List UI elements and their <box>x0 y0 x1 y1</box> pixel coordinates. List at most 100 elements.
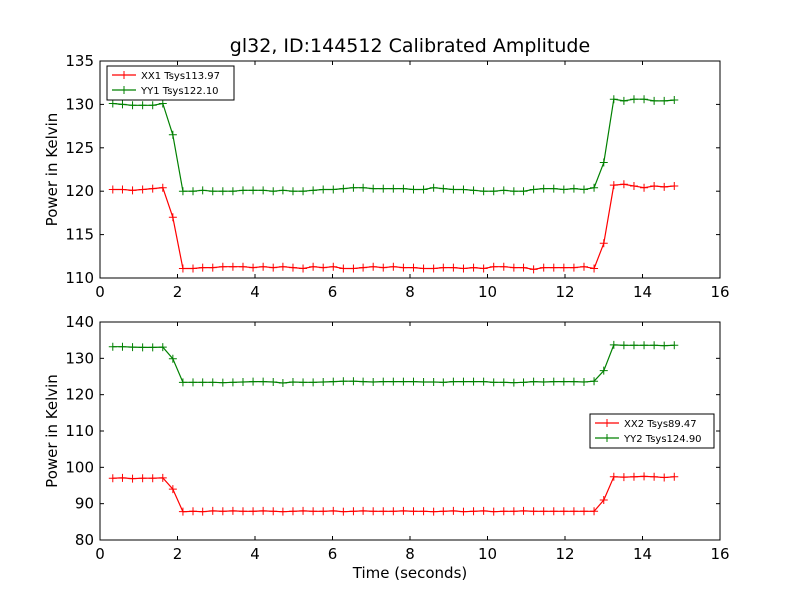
data-point-marker <box>619 473 628 482</box>
data-point-marker <box>198 186 207 195</box>
data-point-marker <box>198 507 207 516</box>
data-point-marker <box>599 158 608 167</box>
x-tick-label: 6 <box>328 283 338 301</box>
x-tick-label: 8 <box>405 283 415 301</box>
data-point-marker <box>309 507 318 516</box>
legend: XX2 Tsys89.47 YY2 Tsys124.90 <box>589 413 715 449</box>
data-point-marker <box>609 95 618 104</box>
data-point-marker <box>369 377 378 386</box>
data-point-marker <box>218 378 227 387</box>
data-point-marker <box>278 507 287 516</box>
data-point-marker <box>590 264 599 273</box>
data-point-marker <box>439 184 448 193</box>
data-point-marker <box>259 186 268 195</box>
data-point-marker <box>108 99 117 108</box>
data-point-marker <box>138 474 147 483</box>
data-point-marker <box>108 185 117 194</box>
y-tick-label: 130 <box>65 95 94 113</box>
x-tick-label: 0 <box>95 545 105 563</box>
data-point-marker <box>499 262 508 271</box>
data-point-marker <box>319 507 328 516</box>
data-point-marker <box>549 184 558 193</box>
data-point-marker <box>509 507 518 516</box>
x-tick-label: 6 <box>328 545 338 563</box>
data-point-marker <box>539 263 548 272</box>
data-point-marker <box>569 507 578 516</box>
data-point-marker <box>559 185 568 194</box>
data-point-marker <box>640 472 649 481</box>
data-point-marker <box>329 185 338 194</box>
x-tick-label: 10 <box>478 545 497 563</box>
data-point-marker <box>529 185 538 194</box>
data-point-marker <box>138 343 147 352</box>
y-tick-label: 120 <box>65 182 94 200</box>
x-tick-label: 16 <box>710 545 729 563</box>
data-point-marker <box>599 366 608 375</box>
data-point-marker <box>278 186 287 195</box>
data-point-marker <box>579 185 588 194</box>
data-point-marker <box>489 187 498 196</box>
data-point-marker <box>349 264 358 273</box>
y-tick-label: 80 <box>75 531 94 549</box>
data-point-marker <box>459 264 468 273</box>
x-tick-label: 2 <box>173 283 183 301</box>
y-tick-label: 90 <box>75 495 94 513</box>
data-point-marker <box>369 507 378 516</box>
data-point-marker <box>218 507 227 516</box>
data-point-marker <box>349 377 358 386</box>
data-point-marker <box>369 184 378 193</box>
data-point-marker <box>590 183 599 192</box>
y-axis-label: Power in Kelvin <box>43 113 61 227</box>
data-point-marker <box>379 184 388 193</box>
data-point-marker <box>128 101 137 110</box>
data-point-marker <box>660 341 669 350</box>
data-point-marker <box>238 262 247 271</box>
data-point-marker <box>469 507 478 516</box>
data-point-marker <box>619 180 628 189</box>
data-point-marker <box>519 378 528 387</box>
data-point-marker <box>218 187 227 196</box>
legend-box <box>589 413 715 449</box>
data-point-marker <box>399 184 408 193</box>
x-axis-label: Time (seconds) <box>352 564 468 582</box>
data-point-marker <box>189 378 197 387</box>
y-tick-label: 115 <box>65 226 94 244</box>
y-tick-label: 130 <box>65 349 94 367</box>
data-point-marker <box>429 507 438 516</box>
data-point-marker <box>128 343 137 352</box>
data-point-marker <box>108 474 117 483</box>
data-point-marker <box>670 96 679 105</box>
data-point-marker <box>479 377 488 386</box>
data-point-marker <box>158 473 167 482</box>
data-point-marker <box>419 185 428 194</box>
y-tick-label: 110 <box>65 422 94 440</box>
x-tick-label: 14 <box>633 545 652 563</box>
data-point-marker <box>269 377 278 386</box>
legend: XX1 Tsys113.97 YY1 Tsys122.10 <box>106 65 235 101</box>
data-point-marker <box>148 184 157 193</box>
data-point-marker <box>449 185 458 194</box>
data-point-marker <box>449 506 458 515</box>
data-point-marker <box>629 181 638 190</box>
data-point-marker <box>249 377 258 386</box>
data-point-marker <box>629 472 638 481</box>
data-point-marker <box>228 187 237 196</box>
data-point-marker <box>650 96 659 105</box>
legend-label: YY2 Tsys124.90 <box>623 434 702 445</box>
data-point-marker <box>559 507 568 516</box>
data-point-marker <box>590 507 599 516</box>
data-point-marker <box>509 263 518 272</box>
data-point-marker <box>278 262 287 271</box>
data-point-marker <box>339 184 348 193</box>
data-point-marker <box>148 343 157 352</box>
data-point-marker <box>419 264 428 273</box>
data-point-marker <box>579 262 588 271</box>
data-point-marker <box>379 507 388 516</box>
data-point-marker <box>519 187 528 196</box>
data-point-marker <box>228 262 237 271</box>
data-point-marker <box>559 263 568 272</box>
data-point-marker <box>489 507 498 516</box>
data-point-marker <box>479 506 488 515</box>
data-point-marker <box>228 378 237 387</box>
data-point-marker <box>269 507 278 516</box>
